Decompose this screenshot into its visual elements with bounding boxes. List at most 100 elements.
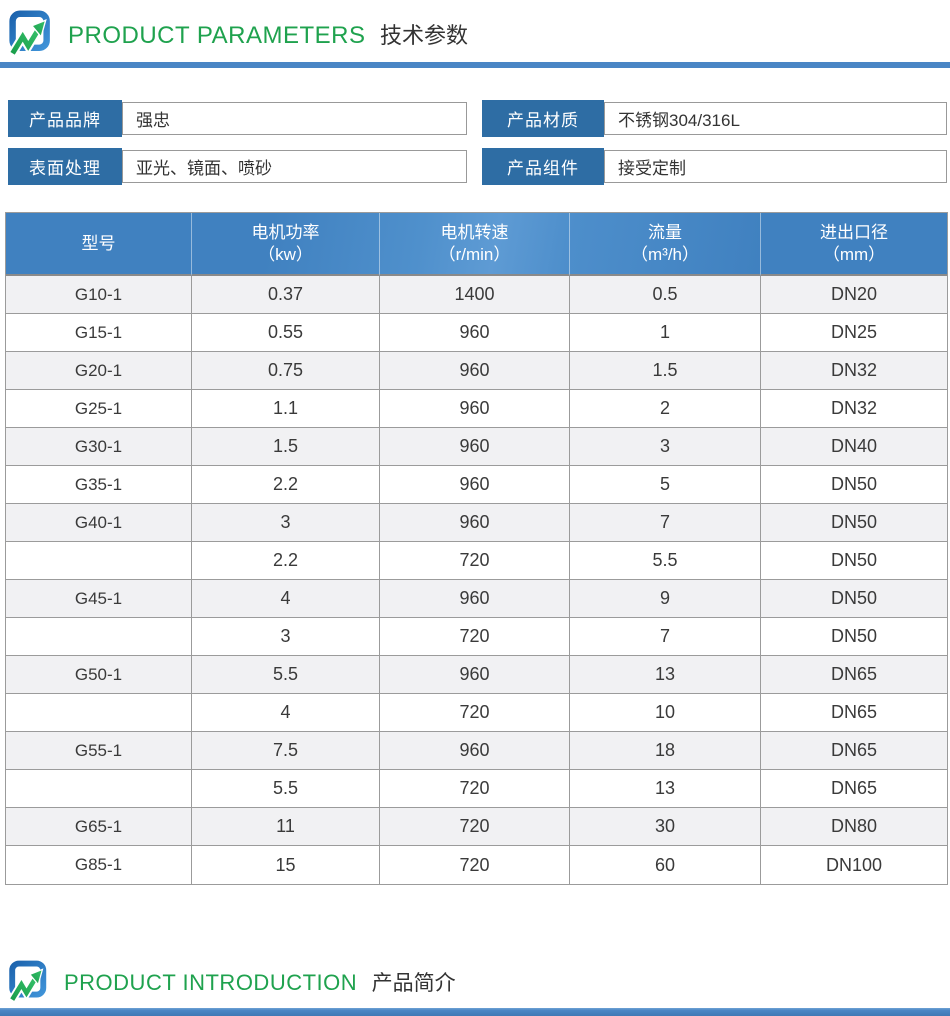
cell-flow-rate: 5 xyxy=(570,466,761,504)
col-header-line2: （m³/h） xyxy=(631,244,699,264)
footer-logo-icon xyxy=(8,960,47,1002)
cell-model: G50-1 xyxy=(6,656,192,694)
spec-table: 型号 电机功率 （kw） 电机转速 （r/min） 流量 （m³/h） 进出口径 xyxy=(5,212,948,885)
cell-model: G30-1 xyxy=(6,428,192,466)
header-divider xyxy=(0,62,950,68)
cell-model xyxy=(6,618,192,656)
footer-title: PRODUCT INTRODUCTION 产品简介 xyxy=(64,967,456,997)
cell-port-diameter: DN32 xyxy=(761,352,947,390)
col-header-motor-speed: 电机转速 （r/min） xyxy=(380,213,570,276)
cell-port-diameter: DN20 xyxy=(761,276,947,314)
cell-model xyxy=(6,542,192,580)
section-footer: PRODUCT INTRODUCTION 产品简介 xyxy=(0,948,950,1006)
cell-motor-power: 1.5 xyxy=(192,428,380,466)
col-header-flow-rate: 流量 （m³/h） xyxy=(570,213,761,276)
cell-motor-power: 0.37 xyxy=(192,276,380,314)
cell-motor-power: 0.55 xyxy=(192,314,380,352)
cell-port-diameter: DN25 xyxy=(761,314,947,352)
spec-table-body: G10-1 0.37 1400 0.5 DN20 G15-1 0.55 960 … xyxy=(6,276,947,884)
table-row: G55-1 7.5 960 18 DN65 xyxy=(6,732,947,770)
info-label: 产品组件 xyxy=(482,148,604,185)
col-header-motor-power: 电机功率 （kw） xyxy=(192,213,380,276)
cell-motor-power: 5.5 xyxy=(192,656,380,694)
cell-port-diameter: DN50 xyxy=(761,466,947,504)
info-label: 产品品牌 xyxy=(8,100,122,137)
col-header-model: 型号 xyxy=(6,213,192,276)
footer-title-en: PRODUCT INTRODUCTION xyxy=(64,970,358,995)
info-value: 不锈钢304/316L xyxy=(604,102,947,135)
cell-flow-rate: 7 xyxy=(570,618,761,656)
bottom-divider xyxy=(0,1008,950,1016)
cell-model: G25-1 xyxy=(6,390,192,428)
cell-motor-power: 2.2 xyxy=(192,542,380,580)
cell-model: G10-1 xyxy=(6,276,192,314)
cell-flow-rate: 7 xyxy=(570,504,761,542)
col-header-line2: （mm） xyxy=(822,244,886,264)
cell-port-diameter: DN65 xyxy=(761,656,947,694)
cell-model: G20-1 xyxy=(6,352,192,390)
cell-flow-rate: 10 xyxy=(570,694,761,732)
page-title: PRODUCT PARAMETERS 技术参数 xyxy=(68,18,468,50)
cell-motor-power: 5.5 xyxy=(192,770,380,808)
cell-model: G35-1 xyxy=(6,466,192,504)
cell-model: G40-1 xyxy=(6,504,192,542)
table-row: G35-1 2.2 960 5 DN50 xyxy=(6,466,947,504)
cell-model xyxy=(6,770,192,808)
cell-port-diameter: DN50 xyxy=(761,504,947,542)
cell-motor-speed: 960 xyxy=(380,732,570,770)
product-info: 产品品牌 强忠 产品材质 不锈钢304/316L 表面处理 亚光、镜面、喷砂 产… xyxy=(8,100,947,185)
section-header: PRODUCT PARAMETERS 技术参数 xyxy=(0,0,950,58)
info-box-surface: 表面处理 亚光、镜面、喷砂 xyxy=(8,148,467,185)
cell-flow-rate: 30 xyxy=(570,808,761,846)
cell-motor-power: 3 xyxy=(192,504,380,542)
cell-motor-speed: 960 xyxy=(380,390,570,428)
cell-motor-speed: 720 xyxy=(380,694,570,732)
cell-flow-rate: 13 xyxy=(570,770,761,808)
col-header-line1: 流量 xyxy=(648,222,682,242)
table-row: G15-1 0.55 960 1 DN25 xyxy=(6,314,947,352)
info-label: 表面处理 xyxy=(8,148,122,185)
cell-motor-power: 3 xyxy=(192,618,380,656)
cell-motor-power: 1.1 xyxy=(192,390,380,428)
cell-motor-speed: 960 xyxy=(380,428,570,466)
cell-flow-rate: 60 xyxy=(570,846,761,884)
cell-model: G15-1 xyxy=(6,314,192,352)
table-row: G25-1 1.1 960 2 DN32 xyxy=(6,390,947,428)
cell-motor-power: 4 xyxy=(192,694,380,732)
table-row: 5.5 720 13 DN65 xyxy=(6,770,947,808)
cell-motor-speed: 960 xyxy=(380,656,570,694)
cell-model: G55-1 xyxy=(6,732,192,770)
table-row: G45-1 4 960 9 DN50 xyxy=(6,580,947,618)
col-header-line1: 电机功率 xyxy=(251,222,320,242)
cell-port-diameter: DN50 xyxy=(761,542,947,580)
info-value: 接受定制 xyxy=(604,150,947,183)
cell-port-diameter: DN32 xyxy=(761,390,947,428)
col-header-line2: （kw） xyxy=(258,244,313,264)
cell-flow-rate: 0.5 xyxy=(570,276,761,314)
col-header-port-diameter: 进出口径 （mm） xyxy=(761,213,947,276)
cell-flow-rate: 13 xyxy=(570,656,761,694)
cell-motor-power: 4 xyxy=(192,580,380,618)
table-row: 3 720 7 DN50 xyxy=(6,618,947,656)
info-value: 亚光、镜面、喷砂 xyxy=(122,150,467,183)
brand-logo-icon xyxy=(8,10,50,56)
cell-flow-rate: 2 xyxy=(570,390,761,428)
cell-port-diameter: DN40 xyxy=(761,428,947,466)
footer-title-zh: 产品简介 xyxy=(371,972,456,995)
cell-flow-rate: 18 xyxy=(570,732,761,770)
col-header-line1: 电机转速 xyxy=(440,222,509,242)
cell-port-diameter: DN50 xyxy=(761,580,947,618)
cell-port-diameter: DN50 xyxy=(761,618,947,656)
page-title-en: PRODUCT PARAMETERS xyxy=(68,22,366,49)
cell-motor-speed: 720 xyxy=(380,808,570,846)
cell-motor-speed: 720 xyxy=(380,542,570,580)
table-row: G65-1 11 720 30 DN80 xyxy=(6,808,947,846)
cell-port-diameter: DN100 xyxy=(761,846,947,884)
cell-motor-speed: 1400 xyxy=(380,276,570,314)
cell-flow-rate: 3 xyxy=(570,428,761,466)
cell-motor-power: 11 xyxy=(192,808,380,846)
cell-motor-speed: 720 xyxy=(380,618,570,656)
cell-model: G65-1 xyxy=(6,808,192,846)
cell-motor-power: 2.2 xyxy=(192,466,380,504)
